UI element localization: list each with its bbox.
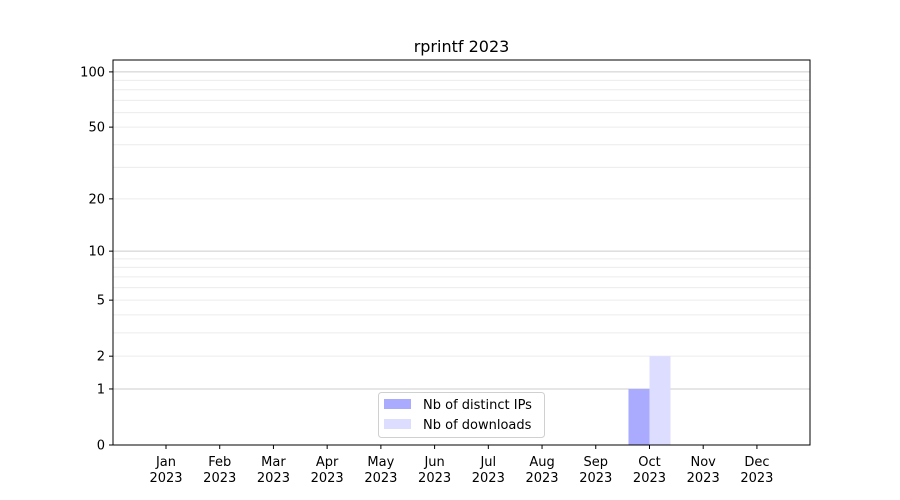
x-tick-label: Jun 2023 bbox=[418, 455, 451, 486]
y-tick-label: 100 bbox=[80, 65, 105, 80]
y-tick-label: 1 bbox=[97, 382, 105, 397]
legend-label: Nb of downloads bbox=[423, 418, 532, 433]
x-tick-label: Jan 2023 bbox=[149, 455, 182, 486]
x-tick-label: Nov 2023 bbox=[687, 455, 720, 486]
x-tick-label: Apr 2023 bbox=[311, 455, 344, 486]
x-tick-label: Mar 2023 bbox=[257, 455, 290, 486]
x-tick-label: Sep 2023 bbox=[579, 455, 612, 486]
x-tick-label: Oct 2023 bbox=[633, 455, 666, 486]
x-tick-label: Jul 2023 bbox=[472, 455, 505, 486]
y-tick-label: 2 bbox=[97, 350, 105, 365]
y-tick-label: 50 bbox=[88, 121, 105, 136]
y-tick-label: 20 bbox=[88, 192, 105, 207]
bar bbox=[628, 388, 650, 445]
x-tick-label: Feb 2023 bbox=[203, 455, 236, 486]
x-tick-label: May 2023 bbox=[364, 455, 397, 486]
y-tick-label: 10 bbox=[88, 245, 105, 260]
legend-swatch bbox=[384, 399, 411, 409]
y-tick-label: 0 bbox=[97, 439, 105, 454]
x-tick-label: Dec 2023 bbox=[740, 455, 773, 486]
bar bbox=[649, 356, 671, 445]
legend: Nb of distinct IPs Nb of downloads bbox=[378, 392, 545, 438]
legend-swatch bbox=[384, 419, 411, 429]
legend-box bbox=[378, 392, 545, 438]
legend-label: Nb of distinct IPs bbox=[423, 398, 532, 413]
x-tick-label: Aug 2023 bbox=[525, 455, 558, 486]
chart-title: rprintf 2023 bbox=[414, 37, 510, 56]
axes-frame bbox=[112, 59, 811, 446]
y-tick-label: 5 bbox=[97, 294, 105, 309]
